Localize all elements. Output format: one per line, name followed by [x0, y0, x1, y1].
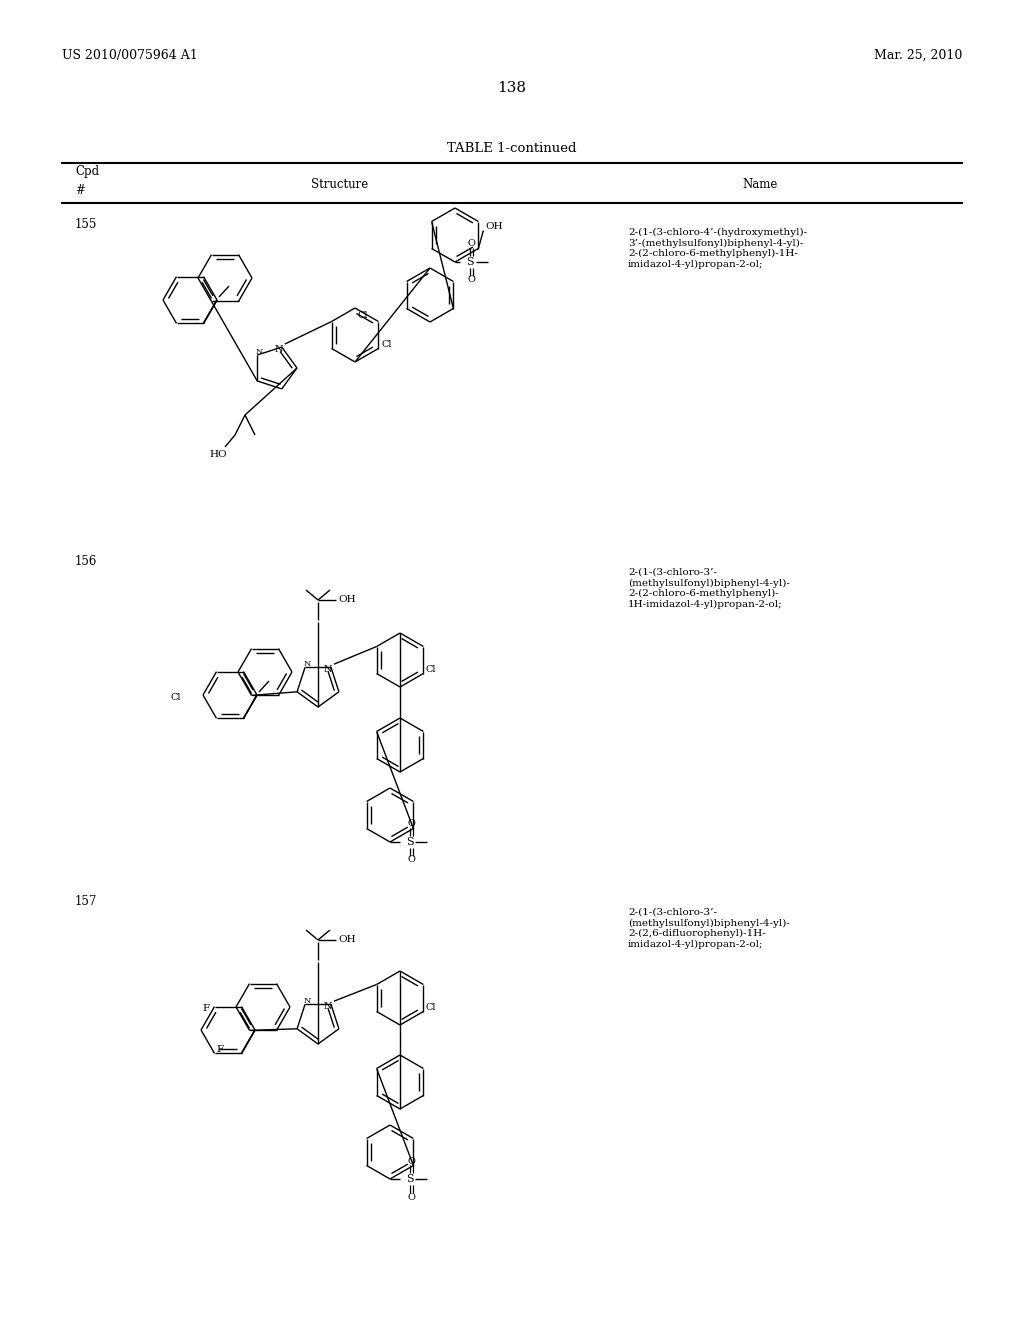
Text: O: O — [408, 855, 415, 865]
Text: F: F — [216, 1045, 223, 1053]
Text: OH: OH — [338, 595, 355, 605]
Text: O: O — [467, 239, 475, 248]
Text: TABLE 1-continued: TABLE 1-continued — [447, 141, 577, 154]
Text: O: O — [408, 820, 415, 829]
Text: Cl: Cl — [381, 341, 392, 348]
Text: S: S — [466, 257, 474, 267]
Text: 138: 138 — [498, 81, 526, 95]
Text: US 2010/0075964 A1: US 2010/0075964 A1 — [62, 49, 198, 62]
Text: 2-(1-(3-chloro-4’-(hydroxymethyl)-
3’-(methylsulfonyl)biphenyl-4-yl)-
2-(2-chlor: 2-(1-(3-chloro-4’-(hydroxymethyl)- 3’-(m… — [628, 228, 807, 269]
Text: Cpd: Cpd — [75, 165, 99, 178]
Text: 2-(1-(3-chloro-3’-
(methylsulfonyl)biphenyl-4-yl)-
2-(2,6-difluorophenyl)-1H-
im: 2-(1-(3-chloro-3’- (methylsulfonyl)biphe… — [628, 908, 790, 949]
Text: 155: 155 — [75, 218, 97, 231]
Text: Cl: Cl — [425, 1003, 436, 1012]
Text: Cl: Cl — [425, 665, 436, 675]
Text: S: S — [407, 1173, 414, 1184]
Text: 156: 156 — [75, 554, 97, 568]
Text: Cl: Cl — [171, 693, 181, 701]
Text: N: N — [303, 660, 310, 668]
Text: 2-(1-(3-chloro-3’-
(methylsulfonyl)biphenyl-4-yl)-
2-(2-chloro-6-methylphenyl)-
: 2-(1-(3-chloro-3’- (methylsulfonyl)biphe… — [628, 568, 790, 609]
Text: S: S — [407, 837, 414, 847]
Text: 157: 157 — [75, 895, 97, 908]
Text: Cl: Cl — [358, 312, 369, 319]
Text: F: F — [203, 1005, 210, 1014]
Text: O: O — [408, 1156, 415, 1166]
Text: Mar. 25, 2010: Mar. 25, 2010 — [873, 49, 962, 62]
Text: #: # — [75, 183, 85, 197]
Text: OH: OH — [338, 936, 355, 945]
Text: Structure: Structure — [311, 177, 369, 190]
Text: N: N — [324, 665, 332, 673]
Text: HO: HO — [209, 450, 227, 459]
Text: Name: Name — [742, 177, 777, 190]
Text: O: O — [408, 1192, 415, 1201]
Text: OH: OH — [485, 222, 503, 231]
Text: N: N — [324, 1002, 332, 1011]
Text: N: N — [256, 348, 263, 356]
Text: N: N — [303, 997, 310, 1006]
Text: O: O — [467, 276, 475, 285]
Text: N: N — [274, 345, 283, 354]
